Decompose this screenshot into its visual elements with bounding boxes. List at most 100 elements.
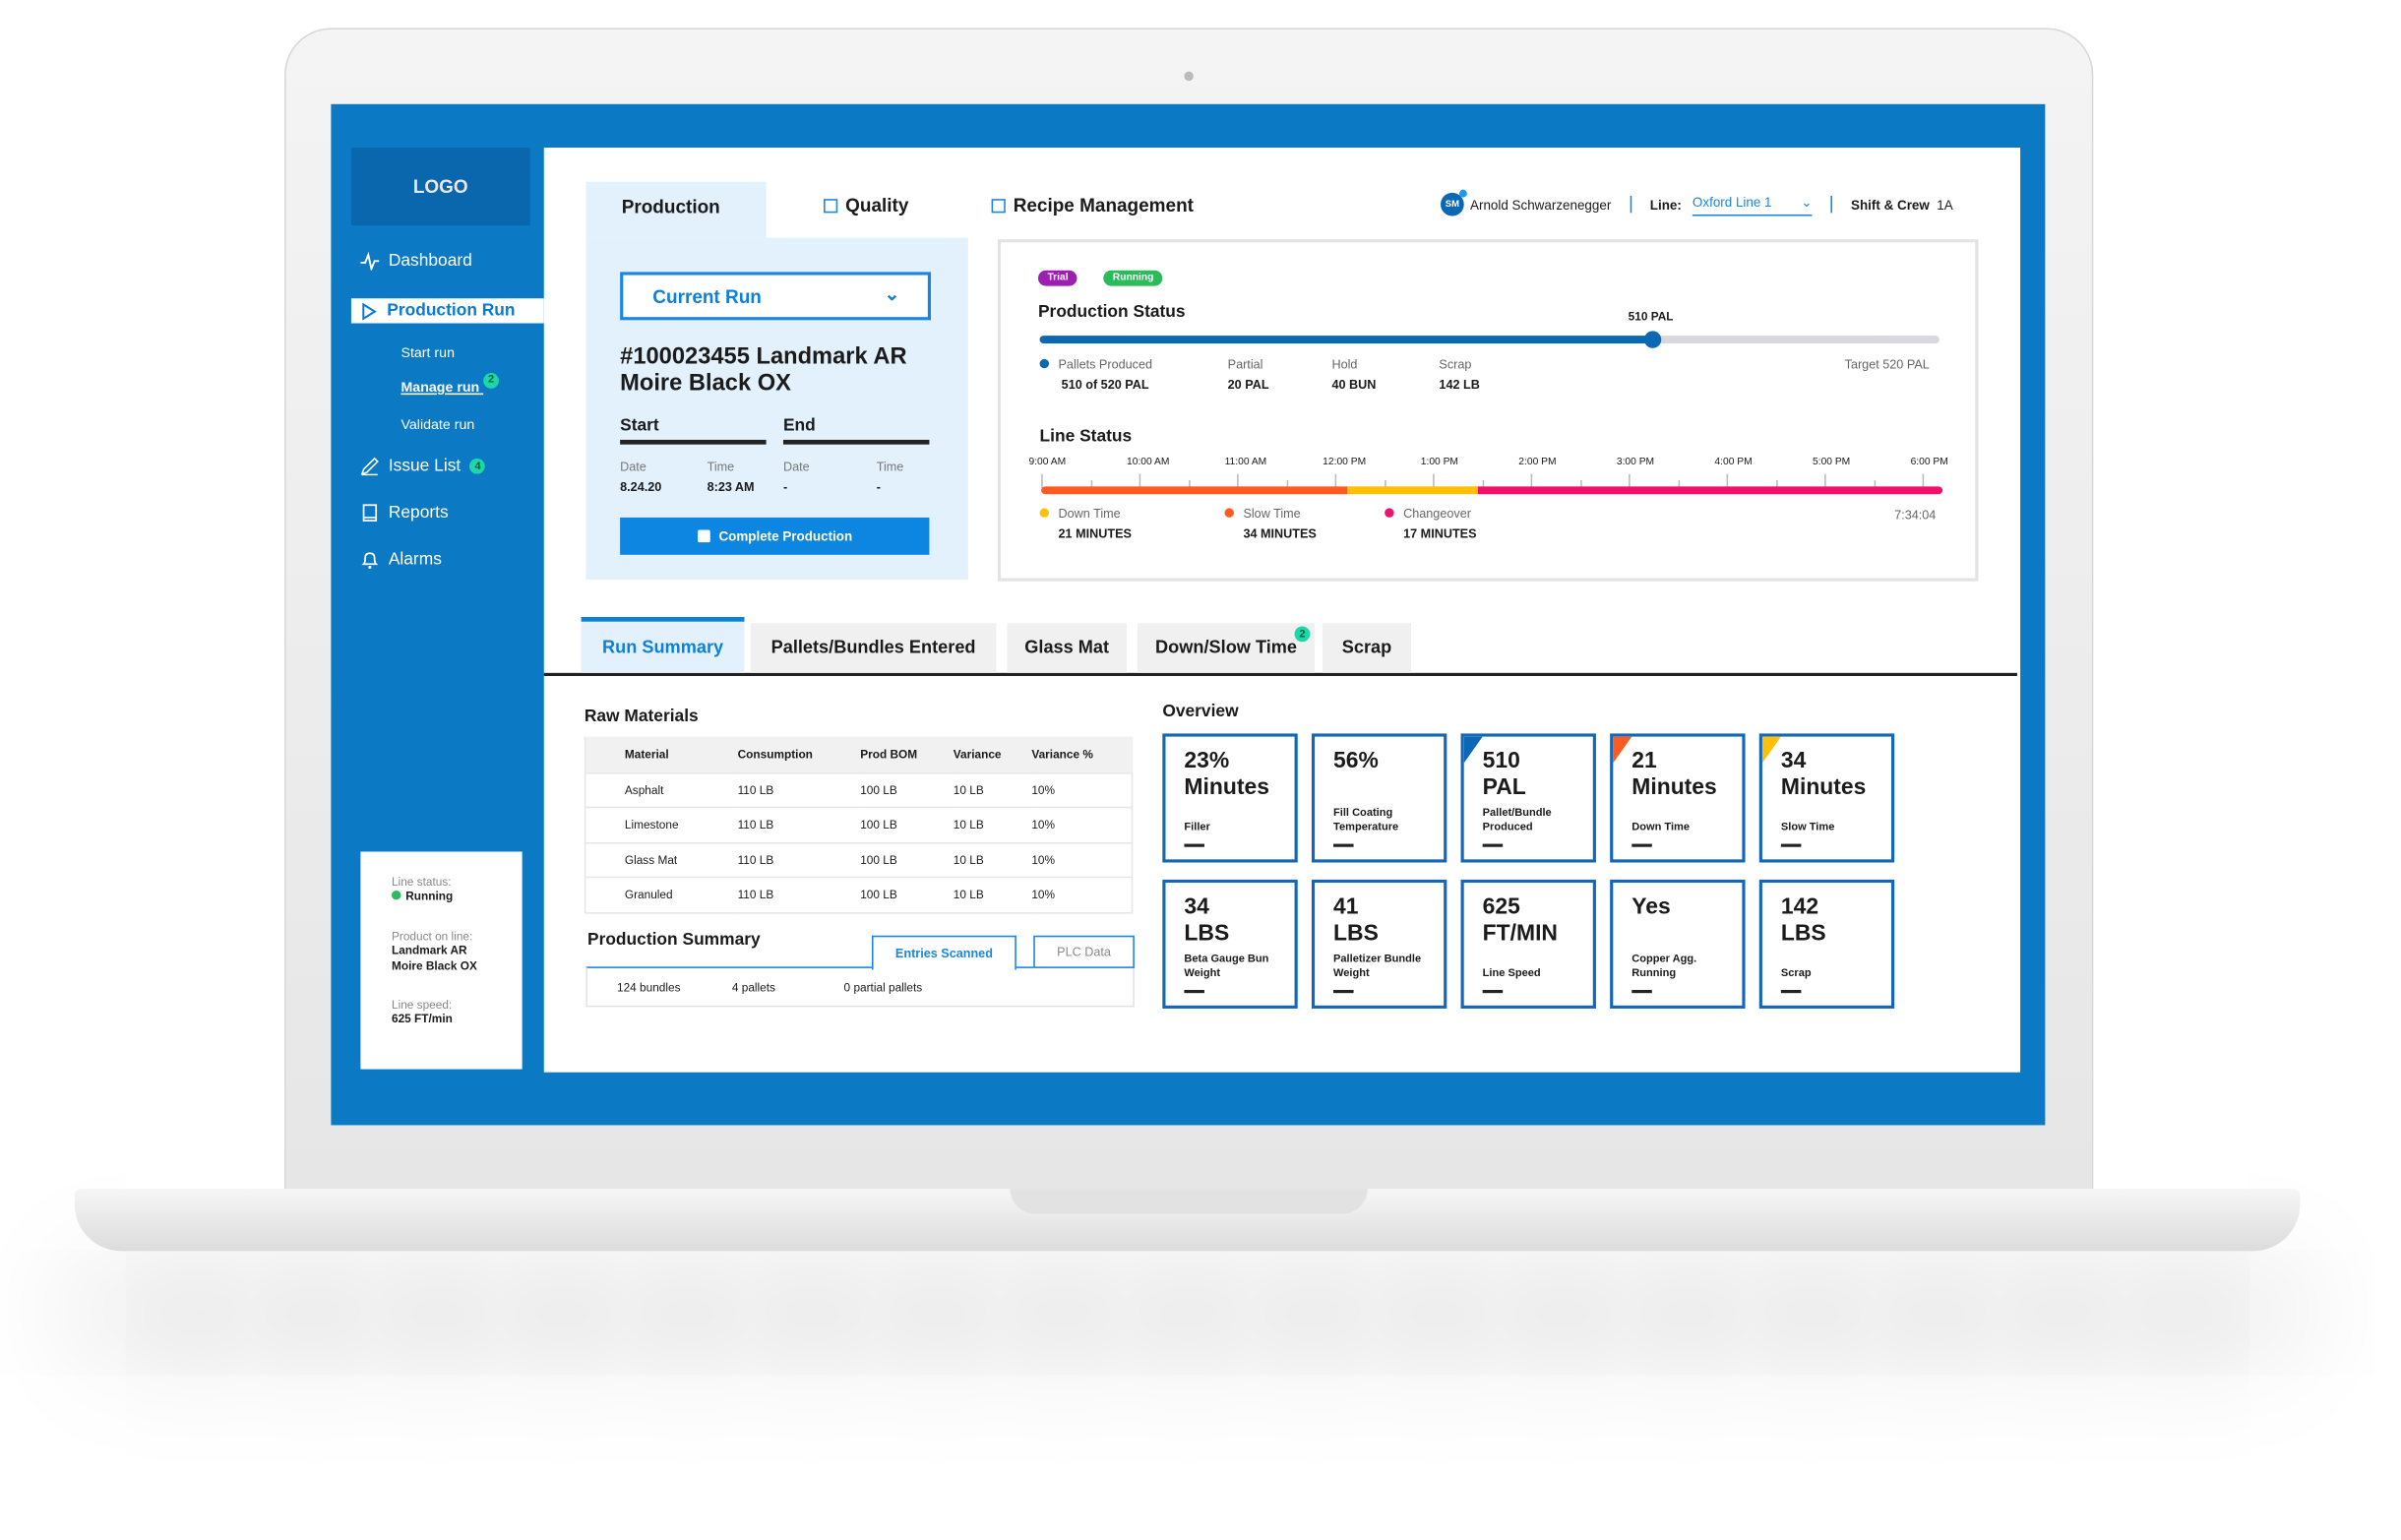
hour-tick-label: 3:00 PM xyxy=(1616,457,1655,468)
table-cell: 10% xyxy=(1031,841,1134,879)
sidebar-item-alarms[interactable]: Alarms xyxy=(360,550,442,570)
legend-label: Changeover xyxy=(1403,506,1471,522)
column-header: Prod BOM xyxy=(860,736,954,772)
table-cell: 100 LB xyxy=(860,876,954,913)
legend-value: 17 MINUTES xyxy=(1403,526,1477,541)
card-unit: PAL xyxy=(1482,775,1526,801)
card-unit: LBS xyxy=(1780,921,1826,947)
legend-slow-time: Slow Time xyxy=(1224,507,1301,521)
run-select[interactable]: Current Run ⌄ xyxy=(620,272,932,321)
card-unit: Minutes xyxy=(1184,775,1269,801)
pallets-produced-value: 510 of 520 PAL xyxy=(1061,377,1149,392)
overview-card-filler[interactable]: 23% Minutes Filler xyxy=(1162,733,1298,863)
column-header: Material xyxy=(584,736,738,772)
progress-handle[interactable] xyxy=(1643,331,1661,348)
sidebar-item-dashboard[interactable]: Dashboard xyxy=(360,251,472,271)
tab-recipe-management[interactable]: Recipe Management xyxy=(991,194,1194,216)
speed-value: 625 FT/min xyxy=(391,1012,453,1026)
legend-down-time: Down Time xyxy=(1039,506,1121,522)
timeline-tick xyxy=(1188,480,1191,488)
table-cell: Granuled xyxy=(584,876,738,913)
timeline-tick xyxy=(1775,480,1778,488)
timeline-tick xyxy=(1334,473,1337,488)
legend-label: Down Time xyxy=(1058,506,1121,522)
overview-card-fill-coating-temperature[interactable]: 56% Fill Coating Temperature xyxy=(1311,733,1447,863)
card-label: Scrap xyxy=(1780,967,1812,979)
tab-pallets-bundles-entered[interactable]: Pallets/Bundles Entered xyxy=(750,623,997,673)
sidebar-item-label: Alarms xyxy=(388,550,442,570)
overview-card-line-speed[interactable]: 625 FT/MIN Line Speed xyxy=(1460,879,1596,1009)
overview-card-scrap[interactable]: 142 LBS Scrap xyxy=(1758,879,1895,1009)
sidebar-subitem-start-run[interactable]: Start run xyxy=(400,344,455,361)
table-cell: 110 LB xyxy=(737,841,861,879)
start-date-value: 8.24.20 xyxy=(620,480,662,495)
overview-card-pallet-bundle-produced[interactable]: 510 PAL Pallet/Bundle Produced xyxy=(1460,733,1596,863)
timeline-tick xyxy=(1041,473,1043,488)
sidebar-subitem-validate-run[interactable]: Validate run xyxy=(400,416,475,433)
sidebar-item-label: Production Run xyxy=(387,301,516,321)
card-unit: Minutes xyxy=(1631,775,1717,801)
legend-dot-icon xyxy=(1039,358,1050,369)
corner-flag-icon xyxy=(1613,736,1632,764)
hold-value: 40 BUN xyxy=(1331,377,1377,392)
table-cell: 10 LB xyxy=(953,841,1032,879)
production-summary-row: 124 bundles 4 pallets 0 partial pallets xyxy=(585,966,1135,1008)
pallets-produced-label: Pallets Produced xyxy=(1039,357,1152,371)
timeline-tick xyxy=(1923,473,1925,488)
legend-dot-icon xyxy=(1385,508,1394,518)
laptop-notch xyxy=(1010,1189,1368,1214)
table-cell: 10% xyxy=(1031,771,1134,809)
overview-card-slow-time[interactable]: 34 Minutes Slow Time xyxy=(1758,733,1895,863)
notification-badge: 2 xyxy=(1294,626,1311,643)
sidebar-subitem-manage-run[interactable]: Manage run 2 xyxy=(400,372,500,397)
avatar[interactable]: SM xyxy=(1441,189,1467,216)
complete-production-button[interactable]: Complete Production xyxy=(620,517,930,555)
tab-glass-mat[interactable]: Glass Mat xyxy=(1007,623,1127,673)
tabs-divider xyxy=(543,672,2017,676)
timeline-tick xyxy=(1286,480,1288,488)
legend-changeover: Changeover xyxy=(1385,507,1471,521)
table-cell: 100 LB xyxy=(860,771,954,809)
tab-quality[interactable]: Quality xyxy=(824,194,908,216)
table-cell: 110 LB xyxy=(737,771,861,809)
activity-icon xyxy=(360,251,380,271)
tab-down-slow-time[interactable]: Down/Slow Time 2 xyxy=(1138,623,1316,673)
corner-flag-icon xyxy=(1463,736,1483,764)
card-value: 142 xyxy=(1780,894,1819,920)
camera xyxy=(1184,71,1194,82)
legend-value: 21 MINUTES xyxy=(1058,526,1132,541)
tab-label: Glass Mat xyxy=(1024,639,1110,658)
sidebar-item-production-run[interactable]: Production Run xyxy=(350,298,544,324)
card-value: 56% xyxy=(1333,749,1379,774)
logo: LOGO xyxy=(350,148,530,225)
shift-label: Shift & Crew xyxy=(1851,196,1930,213)
line-select[interactable]: Oxford Line 1 ⌄ xyxy=(1692,194,1813,216)
speed-label: Line speed: xyxy=(391,998,453,1013)
overview-card-copper-agg-running[interactable]: Yes Copper Agg. Running xyxy=(1610,879,1746,1009)
timeline-tick xyxy=(1727,473,1729,488)
sidebar-item-issue-list[interactable]: Issue List 4 xyxy=(360,457,486,476)
header-bar: SM Arnold Schwarzenegger Line: Oxford Li… xyxy=(1441,189,1953,216)
tab-run-summary[interactable]: Run Summary xyxy=(581,616,745,673)
card-label: Line Speed xyxy=(1482,967,1541,979)
timeline-segment xyxy=(1041,486,1348,495)
card-dash xyxy=(1184,990,1204,994)
tab-production[interactable]: Production xyxy=(585,181,767,238)
card-value: 41 xyxy=(1333,894,1359,920)
chevron-down-icon: ⌄ xyxy=(884,282,900,305)
timeline-tick xyxy=(1139,473,1141,488)
timeline-segment xyxy=(1347,486,1478,495)
tab-plc-data[interactable]: PLC Data xyxy=(1033,935,1135,968)
sidebar-item-reports[interactable]: Reports xyxy=(360,504,449,523)
tab-scrap[interactable]: Scrap xyxy=(1322,623,1412,673)
overview-card-down-time[interactable]: 21 Minutes Down Time xyxy=(1610,733,1746,863)
user-name[interactable]: Arnold Schwarzenegger xyxy=(1470,196,1612,213)
card-label: Filler xyxy=(1184,822,1210,833)
sidebar-item-label: Manage run xyxy=(400,379,480,396)
overview-card-palletizer-bundle-weight[interactable]: 41 LBS Palletizer Bundle Weight xyxy=(1311,879,1447,1009)
corner-flag-icon xyxy=(1761,736,1781,764)
overview-card-beta-gauge-bun-weight[interactable]: 34 LBS Beta Gauge Bun Weight xyxy=(1162,879,1298,1009)
card-dash xyxy=(1780,843,1802,847)
tab-entries-scanned[interactable]: Entries Scanned xyxy=(871,935,1016,970)
